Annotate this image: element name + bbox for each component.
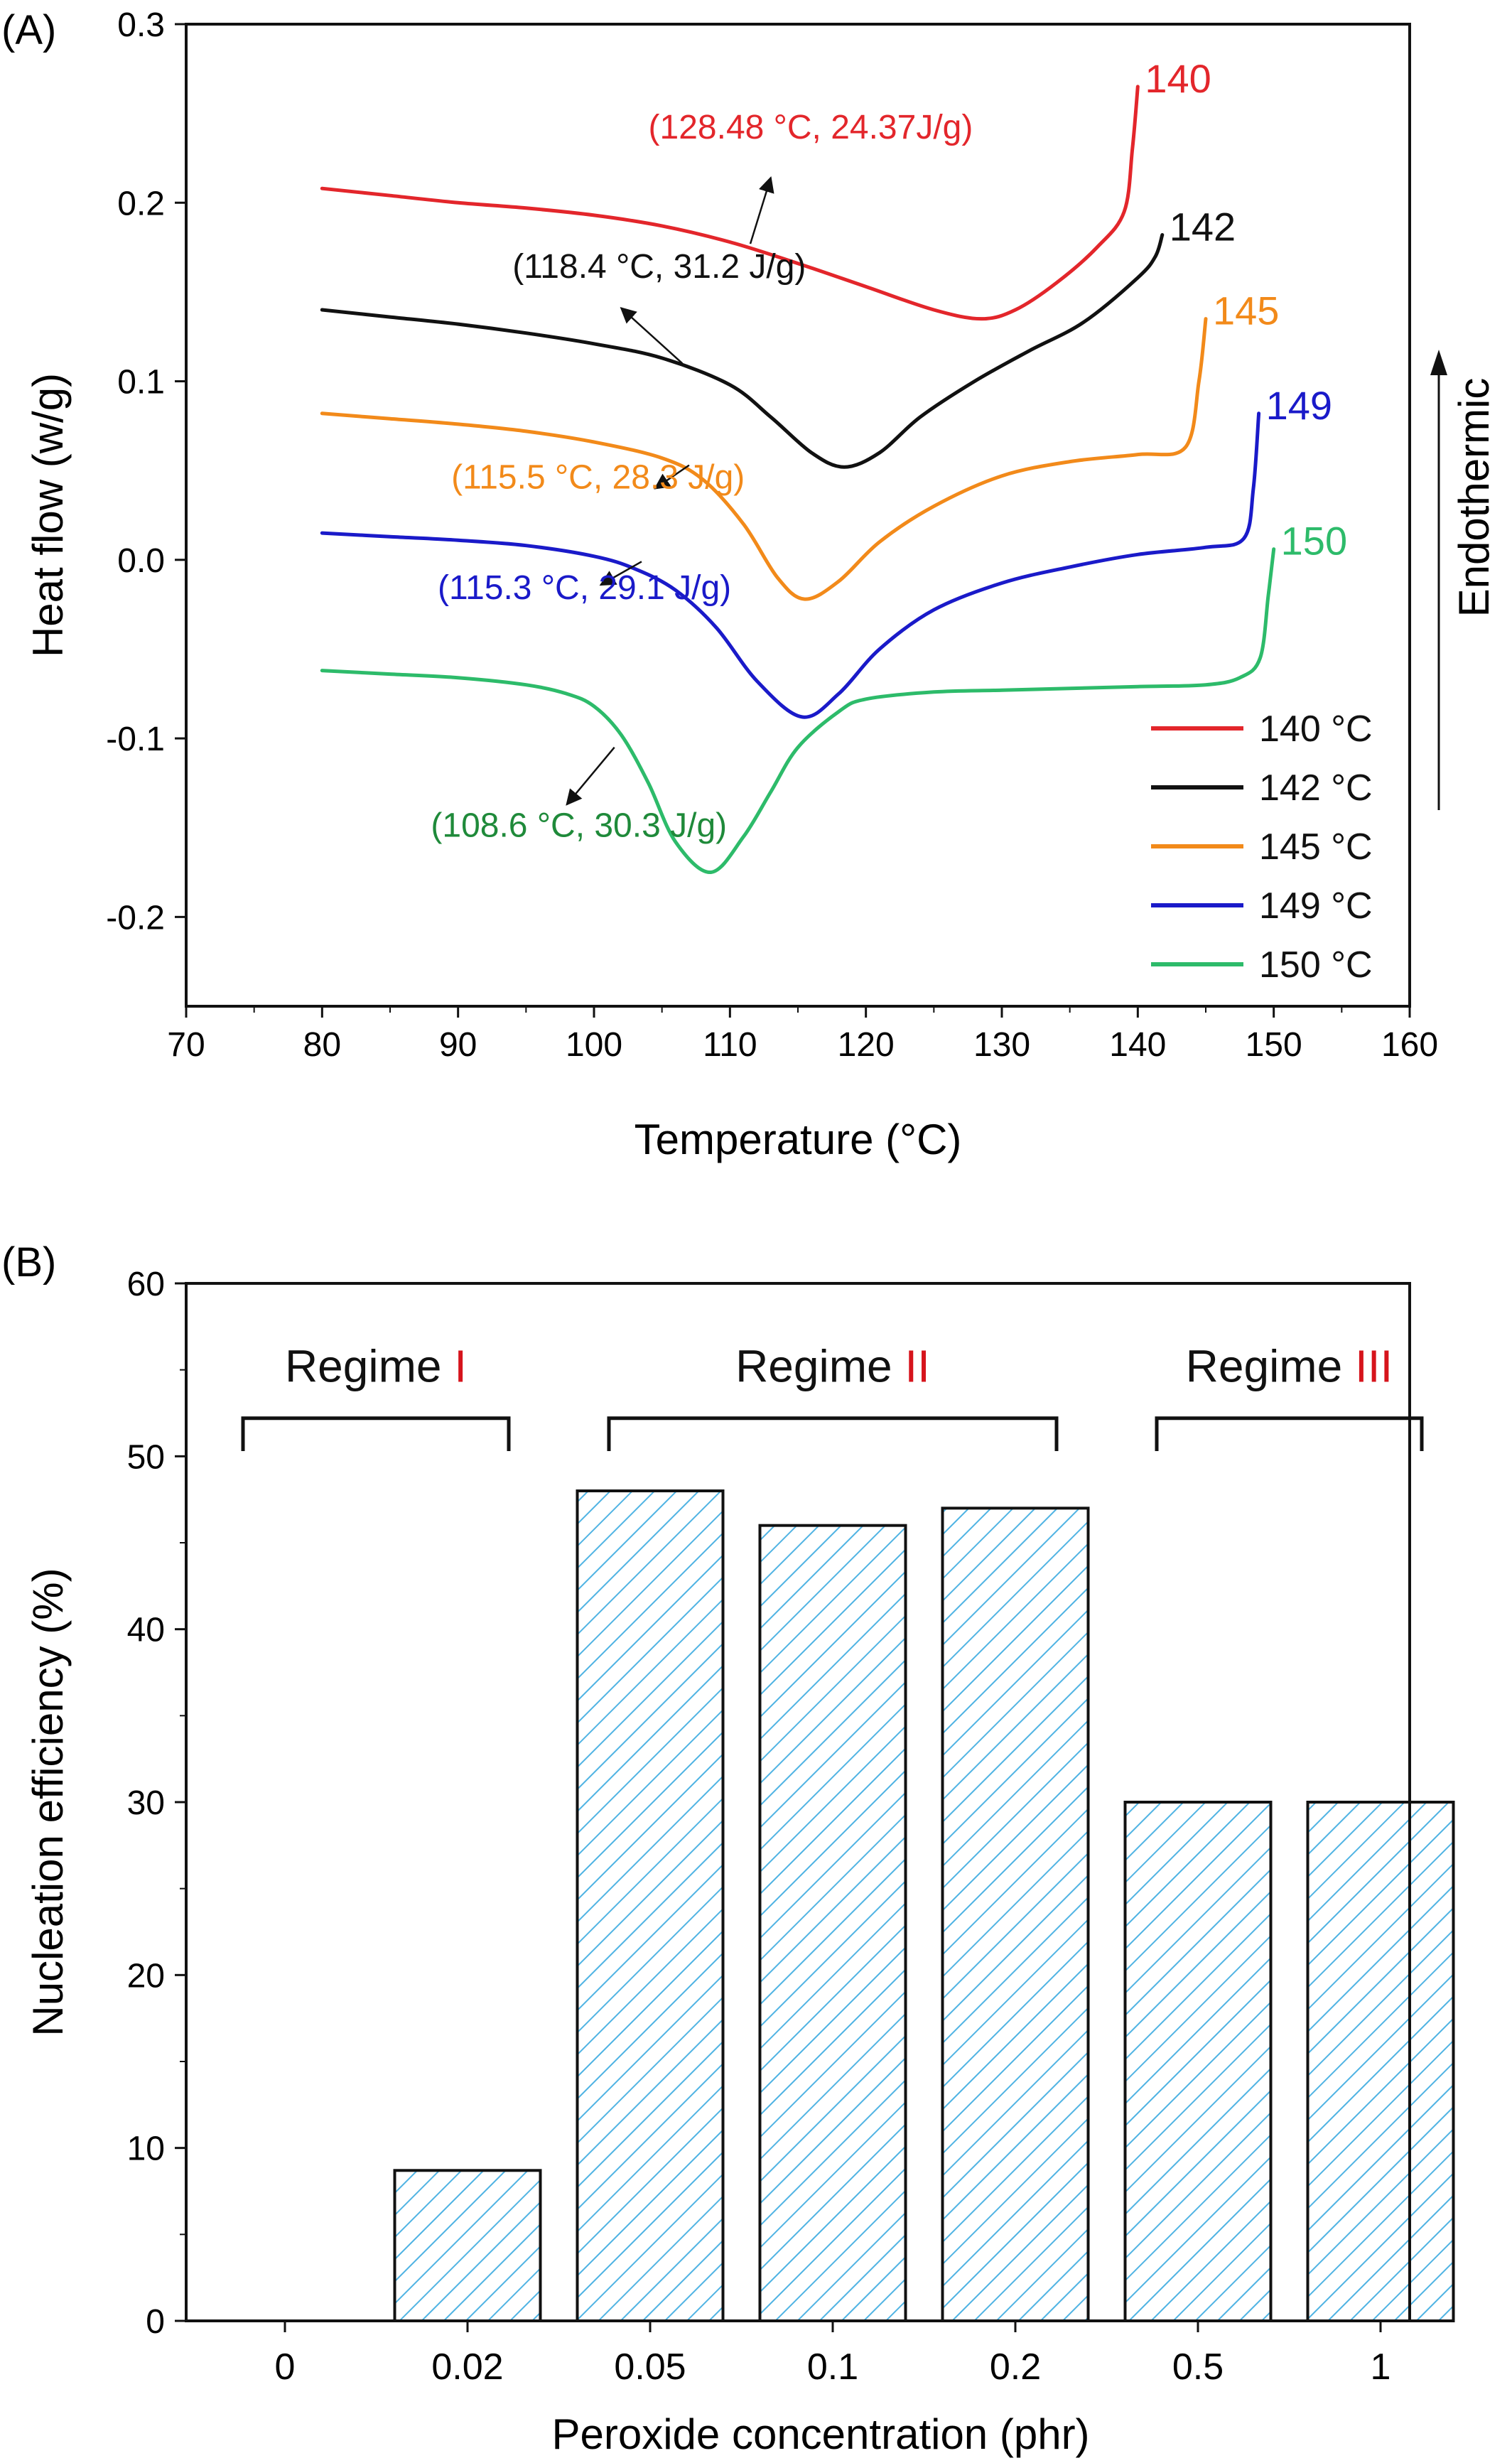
panel-b-x-tick-label: 0.02: [431, 2346, 503, 2388]
panel-a-y-tick-label: 0.0: [117, 542, 165, 580]
panel-a-y-tick-label: 0.1: [117, 364, 165, 401]
panel-a-plot-frame: [185, 23, 1411, 1008]
regime-label-I: Regime I: [285, 1341, 467, 1392]
legend-label-142: 142 °C: [1259, 767, 1373, 809]
panel-b-x-tick-label: 0.1: [807, 2346, 858, 2388]
panel-a-dsc-chart: (A) 70 80 90 100 110 120 130 140 150 160 -0.2 -0.1 0…: [1, 6, 1498, 1163]
panel-a-y-axis-label: Heat flow (w/g): [24, 373, 72, 657]
panel-b-y-axis-label: Nucleation efficiency (%): [24, 1568, 72, 2036]
series-line-145: [320, 317, 1208, 601]
series-end-label-145: 145: [1213, 289, 1279, 333]
bar-1: [1306, 1801, 1455, 2322]
panel-a-y-tick-label: -0.1: [106, 721, 165, 758]
panel-a-y-tick-label: 0.3: [117, 6, 165, 44]
panel-b-y-tick-label: 10: [127, 2130, 165, 2168]
regime-label-III: Regime III: [1186, 1341, 1393, 1392]
panel-b-x-tick-label: 1: [1371, 2346, 1391, 2388]
panel-a-y-tick-label: 0.2: [117, 185, 165, 222]
regime-label-prefix: Regime: [285, 1341, 454, 1392]
regime-label-prefix: Regime: [735, 1341, 904, 1392]
series-line-149: [320, 411, 1261, 719]
panel-a-x-tick-label: 130: [973, 1026, 1030, 1064]
legend-label-140: 140 °C: [1259, 708, 1373, 750]
panel-b-bar-chart: (B) 0 10 20 30 40 50 60 0 0.02 0.05 0.1 0.2 0.5 1 Reg…: [1, 1239, 1455, 2458]
regime-label-II: Regime II: [735, 1341, 930, 1392]
panel-b-y-tick-label: 50: [127, 1438, 165, 1476]
panel-a-y-tick-label: -0.2: [106, 899, 165, 937]
panel-a-x-tick-label: 80: [303, 1026, 341, 1064]
regime-bracket-II: [607, 1416, 1059, 1452]
panel-a-x-tick-label: 70: [167, 1026, 205, 1064]
panel-a-x-tick-label: 150: [1246, 1026, 1302, 1064]
bar-0.1: [758, 1524, 907, 2323]
bar-0.5: [1123, 1801, 1273, 2322]
panel-a-x-tick-label: 120: [838, 1026, 895, 1064]
annotation-arrow-150: [566, 746, 615, 806]
series-end-label-150: 150: [1281, 519, 1347, 564]
annotation-arrow-149: [599, 561, 642, 586]
endothermic-arrow-head: [1430, 350, 1447, 375]
panel-a-x-tick-label: 160: [1381, 1026, 1438, 1064]
regime-label-numeral: I: [454, 1341, 467, 1392]
legend-label-145: 145 °C: [1259, 826, 1373, 868]
bar-0.05: [576, 1489, 725, 2322]
regime-label-numeral: II: [904, 1341, 930, 1392]
panel-b-x-tick-label: 0.2: [990, 2346, 1041, 2388]
panel-b-y-tick-label: 60: [127, 1266, 165, 1303]
series-end-label-142: 142: [1170, 205, 1236, 249]
legend-label-150: 150 °C: [1259, 944, 1373, 986]
annotation-arrow-142: [620, 307, 684, 365]
endothermic-label: Endothermic: [1450, 378, 1498, 618]
regime-bracket-III: [1155, 1416, 1424, 1452]
regime-bracket-I: [241, 1416, 511, 1452]
panel-a-x-tick-label: 90: [439, 1026, 477, 1064]
annotation-label-150: (108.6 °C, 30.3 J/g): [431, 807, 727, 844]
panel-b-y-tick-label: 40: [127, 1612, 165, 1649]
bar-0.2: [941, 1507, 1090, 2322]
series-line-140: [320, 85, 1140, 321]
panel-b-y-tick-label: 0: [146, 2303, 165, 2341]
legend-label-149: 149 °C: [1259, 885, 1373, 927]
series-end-label-149: 149: [1266, 383, 1332, 428]
panel-b-x-tick-label: 0: [275, 2346, 296, 2388]
panel-a-x-axis-label: Temperature (°C): [634, 1116, 962, 1163]
panel-b-x-tick-label: 0.05: [614, 2346, 686, 2388]
annotation-label-145: (115.5 °C, 28.3 J/g): [451, 458, 745, 496]
panel-a-x-tick-label: 140: [1109, 1026, 1166, 1064]
panel-b-regimes: Regime I Regime II Regime III: [241, 1341, 1424, 1452]
annotation-arrow-145: [654, 464, 690, 490]
annotation-label-149: (115.3 °C, 29.1 J/g): [438, 569, 731, 607]
panel-a-x-tick-label: 100: [566, 1026, 622, 1064]
series-line-142: [320, 233, 1165, 469]
panel-b-x-tick-label: 0.5: [1172, 2346, 1224, 2388]
panel-b-y-tick-label: 30: [127, 1784, 165, 1822]
panel-a-series: 140 142 145 149 150: [320, 56, 1347, 874]
panel-a-x-tick-label: 110: [703, 1026, 757, 1064]
annotation-label-140: (128.48 °C, 24.37J/g): [649, 109, 973, 146]
annotation-label-142: (118.4 °C, 31.2 J/g): [512, 248, 806, 286]
regime-label-numeral: III: [1355, 1341, 1393, 1392]
panel-a-ticks: 70 80 90 100 110 120 130 140 150 160 -0.2 -0.1 0.0 0.…: [106, 6, 1438, 1064]
series-line-150: [320, 547, 1276, 874]
panel-b-x-axis-label: Peroxide concentration (phr): [551, 2410, 1089, 2458]
panel-b-label: (B): [1, 1239, 56, 1286]
series-end-label-140: 140: [1145, 56, 1211, 101]
annotation-arrow-140: [749, 176, 774, 244]
panel-a-legend: 140 °C 142 °C 145 °C 149 °C 150 °C: [1151, 708, 1373, 986]
panel-a-label: (A): [1, 7, 56, 53]
regime-label-prefix: Regime: [1186, 1341, 1355, 1392]
panel-b-ticks: 0 10 20 30 40 50 60 0 0.02 0.05 0.1 0.2 0.5 1: [127, 1266, 1391, 2388]
panel-b-y-tick-label: 20: [127, 1957, 165, 1995]
bar-0.02: [393, 2169, 542, 2323]
panel-a-annotations: (128.48 °C, 24.37J/g) (118.4 °C, 31.2 J/g…: [431, 109, 973, 844]
panel-b-bars: [393, 1489, 1455, 2323]
panel-b-plot-frame: [185, 1282, 1411, 2322]
